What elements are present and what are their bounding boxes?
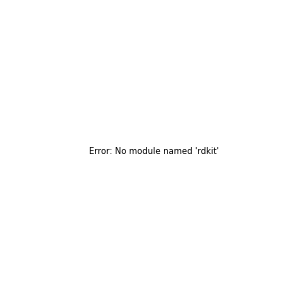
- Text: Error: No module named 'rdkit': Error: No module named 'rdkit': [89, 147, 219, 156]
